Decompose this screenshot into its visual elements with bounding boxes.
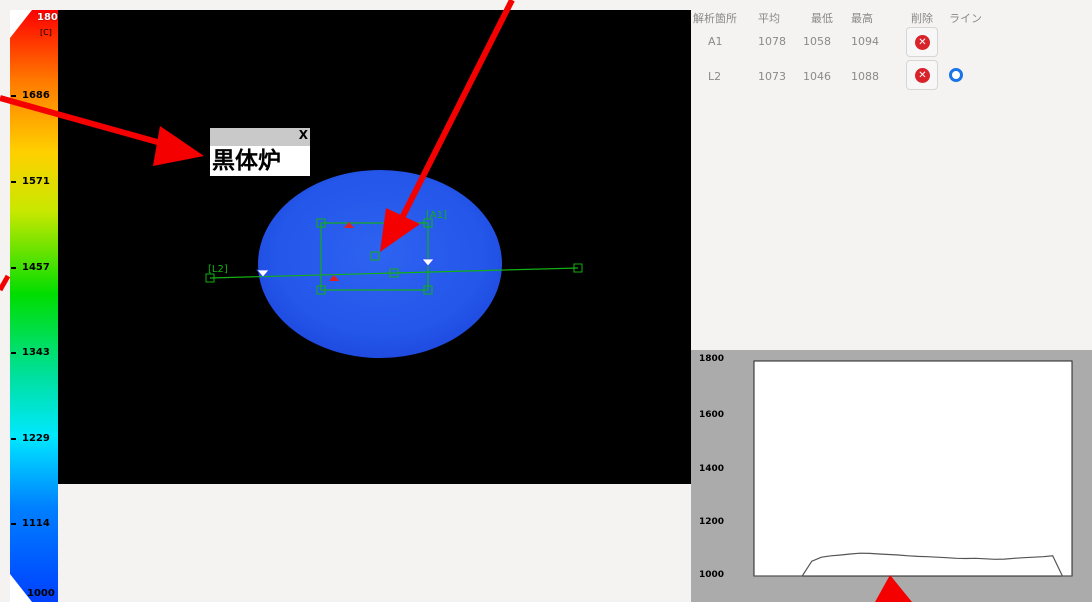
y-tick-label: 1000 — [699, 570, 725, 580]
row-max: 1094 — [851, 35, 879, 48]
delete-button[interactable]: ✕ — [906, 27, 938, 57]
scale-tick: 1229 — [10, 433, 58, 445]
roi-area-label: [A1] — [426, 210, 447, 221]
row-avg: 1078 — [758, 35, 786, 48]
scale-tick-label: 1229 — [22, 433, 50, 444]
roi-center-handle[interactable] — [370, 251, 380, 261]
arrow-shaft — [0, 274, 11, 292]
roi-handle[interactable] — [316, 285, 326, 295]
line-handle[interactable] — [205, 273, 215, 283]
scale-tick: 1571 — [10, 176, 58, 188]
row-name: A1 — [708, 35, 723, 48]
scale-tick: 1343 — [10, 347, 58, 359]
scale-top-corner — [10, 10, 32, 38]
roi-handle[interactable] — [316, 218, 326, 228]
temperature-profile-chart: 1800 1600 1400 1200 1000 — [691, 350, 1092, 602]
tag-title-bar[interactable] — [210, 128, 310, 146]
scale-tick-label: 1343 — [22, 347, 50, 358]
thermal-image-view[interactable]: [A1] [L2] X 黒体炉 — [58, 10, 691, 484]
scale-max-label: 1800 — [37, 12, 65, 23]
profile-plot — [753, 360, 1073, 577]
y-tick-label: 1800 — [699, 354, 725, 364]
min-marker-icon — [421, 258, 435, 267]
header-location: 解析箇所 — [693, 12, 737, 25]
tag-text: 黒体炉 — [210, 146, 310, 176]
line-handle[interactable] — [389, 268, 399, 278]
y-tick-label: 1200 — [699, 517, 725, 527]
color-scale-bar: 1800 [C] 1686 1571 1457 1343 1229 1114 1… — [10, 10, 65, 602]
roi-line-l2[interactable] — [209, 267, 579, 279]
header-line: ライン — [949, 12, 982, 25]
scale-tick-label: 1571 — [22, 176, 50, 187]
line-radio-button[interactable] — [949, 68, 963, 82]
analysis-table: 解析箇所 平均 最低 最高 削除 ライン A1 1078 1058 1094 ✕… — [691, 10, 1092, 350]
delete-icon: ✕ — [915, 68, 930, 83]
row-min: 1046 — [803, 70, 831, 83]
row-min: 1058 — [803, 35, 831, 48]
scale-unit-label: [C] — [40, 28, 52, 37]
scale-tick: 1686 — [10, 90, 58, 102]
roi-handle[interactable] — [423, 285, 433, 295]
header-delete: 削除 — [911, 12, 933, 25]
header-max: 最高 — [851, 12, 873, 25]
scale-tick-label: 1457 — [22, 262, 50, 273]
hot-object-blob — [258, 170, 502, 358]
roi-line-label: [L2] — [208, 264, 228, 275]
row-avg: 1073 — [758, 70, 786, 83]
profile-series-line — [754, 552, 1072, 577]
delete-button[interactable]: ✕ — [906, 60, 938, 90]
scale-tick-label: 1686 — [22, 90, 50, 101]
object-label-tag[interactable]: X 黒体炉 — [210, 128, 310, 176]
tag-close-button[interactable]: X — [298, 128, 308, 142]
header-min: 最低 — [811, 12, 833, 25]
header-average: 平均 — [758, 12, 780, 25]
line-handle[interactable] — [573, 263, 583, 273]
thermal-overlay: [A1] [L2] — [205, 170, 583, 358]
row-name: L2 — [708, 70, 722, 83]
roi-area-a1[interactable] — [320, 222, 429, 291]
scale-tick: 1457 — [10, 262, 58, 274]
plot-area — [753, 360, 1073, 577]
scale-tick-label: 1114 — [22, 518, 50, 529]
scale-bottom-corner — [10, 574, 32, 602]
min-marker-icon — [256, 269, 270, 278]
delete-icon: ✕ — [915, 35, 930, 50]
y-tick-label: 1600 — [699, 410, 725, 420]
max-marker-icon — [344, 222, 354, 228]
max-marker-icon — [329, 275, 339, 281]
scale-min-label: 1000 — [27, 588, 55, 599]
row-max: 1088 — [851, 70, 879, 83]
scale-tick: 1114 — [10, 518, 58, 530]
y-tick-label: 1400 — [699, 464, 725, 474]
